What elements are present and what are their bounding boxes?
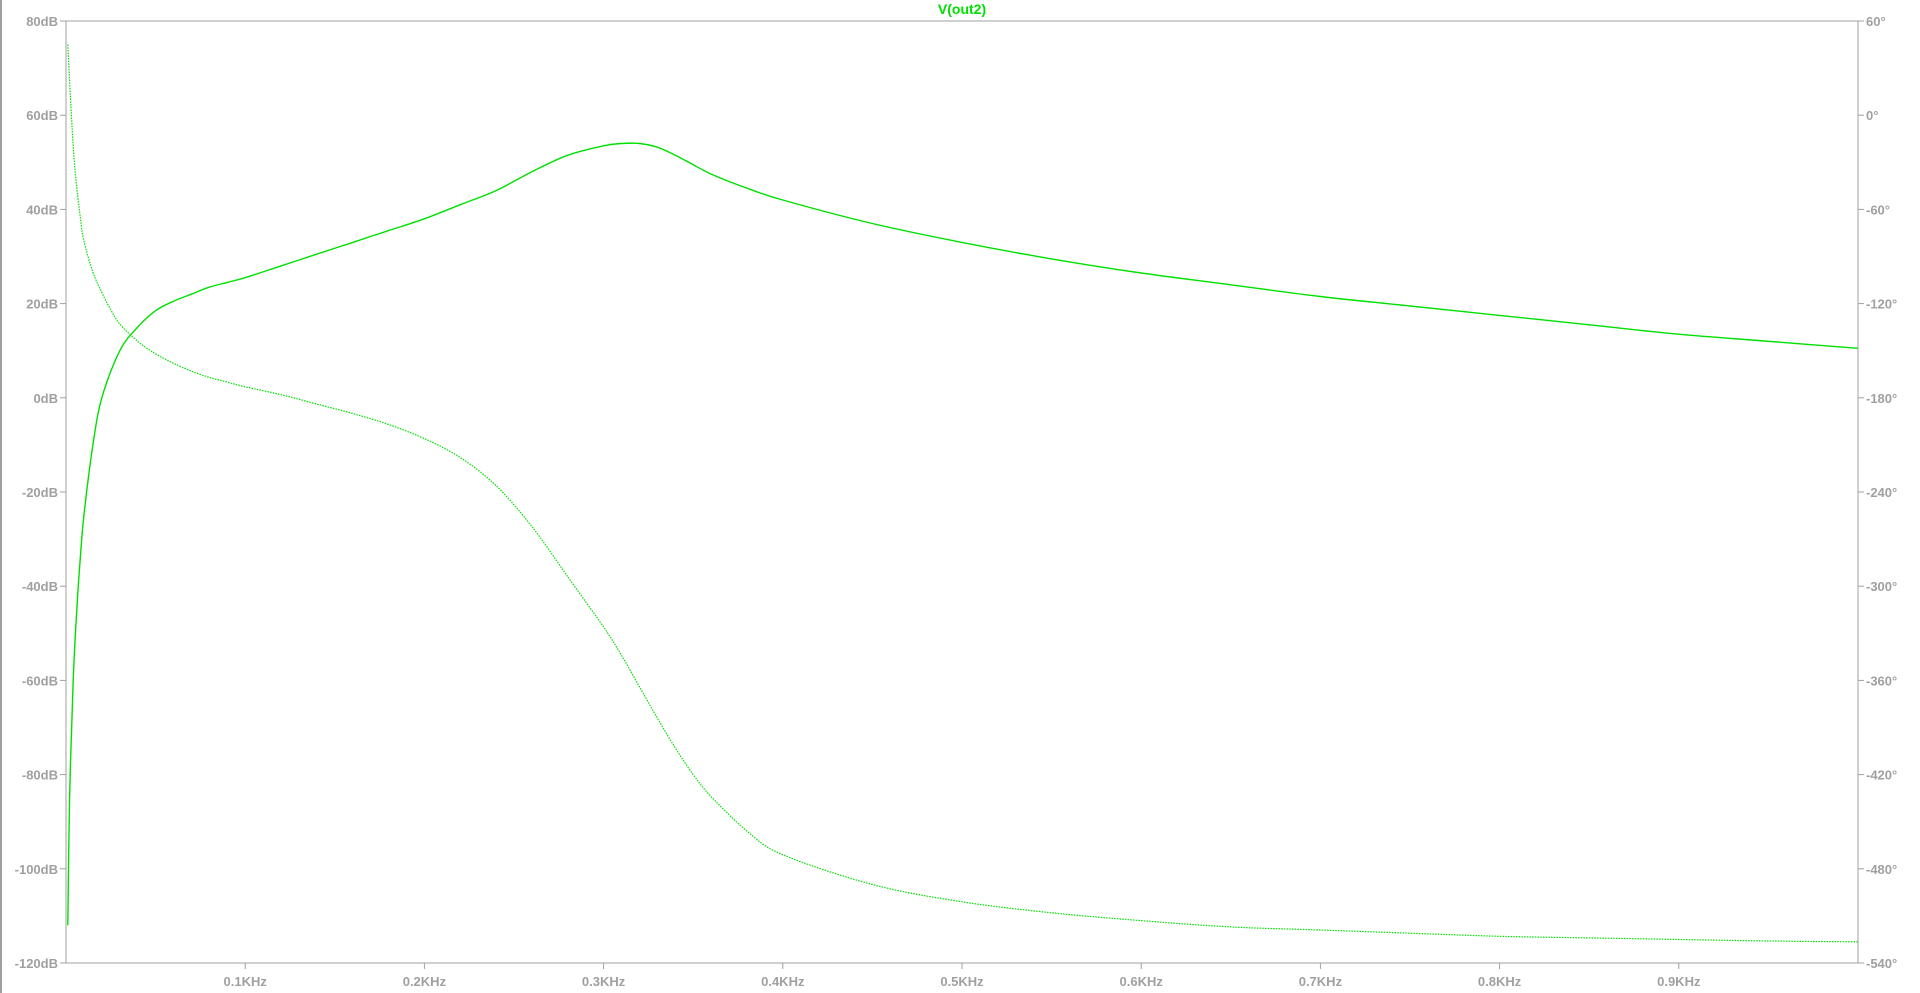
right-tick-label: -60° — [1866, 202, 1890, 217]
left-tick-label: -120dB — [15, 956, 58, 971]
plot-frame — [65, 20, 1859, 964]
right-tick-label: -120° — [1866, 297, 1897, 312]
x-tick-label: 0.7KHz — [1299, 974, 1343, 989]
x-tick-label: 0.8KHz — [1478, 974, 1522, 989]
left-tick-label: -40dB — [22, 579, 58, 594]
left-tick-label: -20dB — [22, 485, 58, 500]
phase-trace — [67, 44, 1859, 943]
left-tick-label: -80dB — [22, 768, 58, 783]
x-tick-label: 0.6KHz — [1120, 974, 1164, 989]
x-tick-label: 0.4KHz — [761, 974, 805, 989]
left-axis: 80dB 60dB 40dB 20dB 0dB -20dB -40dB -60dB -80dB -… — [15, 14, 66, 971]
right-tick-label: -360° — [1866, 673, 1897, 688]
left-tick-label: 40dB — [26, 202, 58, 217]
left-tick-label: 80dB — [26, 14, 58, 29]
right-tick-label: -240° — [1866, 485, 1897, 500]
x-tick-label: 0.2KHz — [403, 974, 447, 989]
x-tick-label: 0.1KHz — [224, 974, 268, 989]
left-tick-label: 60dB — [26, 108, 58, 123]
chart-title: V(out2) — [938, 1, 986, 17]
x-tick-label: 0.3KHz — [582, 974, 626, 989]
left-tick-label: -60dB — [22, 673, 58, 688]
left-tick-label: 20dB — [26, 297, 58, 312]
right-tick-label: -420° — [1866, 768, 1897, 783]
right-tick-label: -480° — [1866, 862, 1897, 877]
right-tick-label: -180° — [1866, 391, 1897, 406]
traces — [67, 44, 1859, 943]
left-tick-label: 0dB — [33, 391, 58, 406]
right-tick-label: 60° — [1866, 14, 1886, 29]
right-tick-label: -540° — [1866, 956, 1897, 971]
magnitude-trace — [67, 142, 1859, 926]
x-axis: 0.1KHz 0.2KHz 0.3KHz 0.4KHz 0.5KHz 0.6KHz 0.7K… — [224, 963, 1701, 989]
x-tick-label: 0.9KHz — [1657, 974, 1701, 989]
right-axis: 60° 0° -60° -120° -180° -240° -300° -360° -420° -… — [1858, 14, 1897, 971]
right-tick-label: -300° — [1866, 579, 1897, 594]
x-tick-label: 0.5KHz — [940, 974, 984, 989]
right-tick-label: 0° — [1866, 108, 1878, 123]
left-tick-label: -100dB — [15, 862, 58, 877]
